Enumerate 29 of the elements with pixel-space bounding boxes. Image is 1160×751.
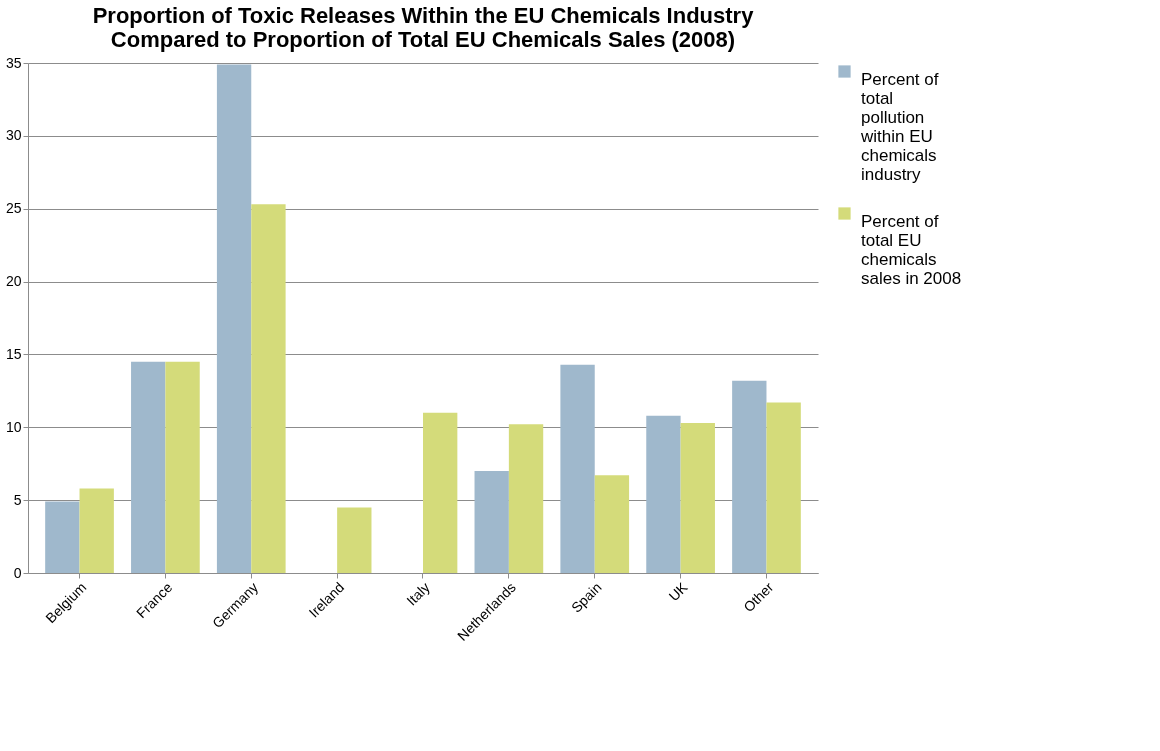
bar (216, 64, 252, 573)
chart-title: Proportion of Toxic Releases Within the EU Chemicals Industry Compared to Proportion of Total EU Chemicals Sales (2008) (92, 3, 755, 52)
bar (251, 204, 286, 573)
bar (45, 501, 80, 573)
bar (423, 412, 458, 573)
y-tick-label: 15 (5, 345, 22, 362)
bar (165, 361, 200, 573)
x-tick-label: UK (665, 578, 691, 605)
bar (594, 475, 630, 573)
bar (732, 380, 767, 573)
bar (766, 402, 801, 573)
bar (131, 361, 166, 573)
legend-label: Percent of total pollution within EU chemicals industry (860, 69, 939, 184)
y-tick-label: 30 (5, 127, 22, 144)
bar (508, 424, 544, 573)
legend-label: Percent of total EU chemicals sales in 2008 (861, 211, 962, 288)
y-tick-label: 0 (13, 564, 22, 581)
y-tick-label: 5 (13, 491, 22, 508)
bar (337, 507, 372, 573)
bar (646, 415, 681, 573)
y-tick-label: 20 (5, 273, 22, 290)
y-tick-label: 25 (5, 200, 22, 217)
bar (560, 364, 595, 573)
bar (79, 488, 114, 573)
y-tick-label: 10 (5, 418, 22, 435)
x-tick-label: Italy (403, 579, 433, 609)
bar (474, 471, 509, 573)
bar (680, 422, 715, 573)
y-tick-label: 35 (5, 54, 22, 71)
